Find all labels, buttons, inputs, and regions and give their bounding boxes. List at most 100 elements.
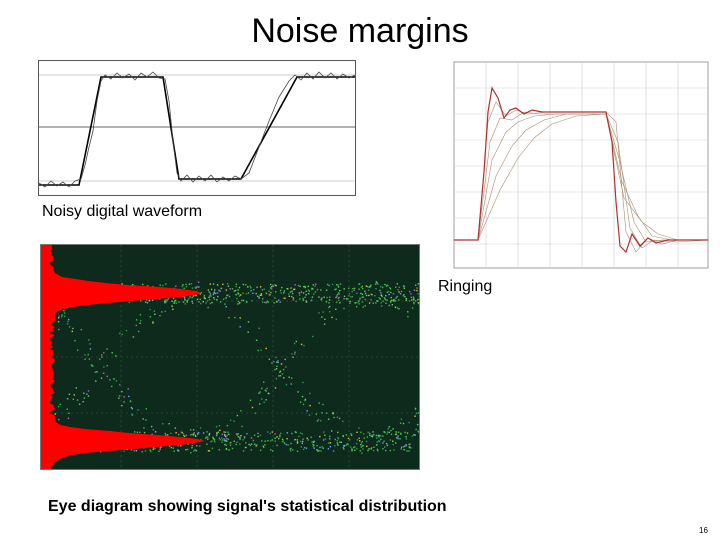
eye-sample-point [283, 290, 286, 292]
eye-sample-point [292, 356, 294, 358]
eye-sample-point [209, 295, 211, 297]
eye-sample-point [384, 298, 386, 300]
eye-sample-point [283, 442, 286, 444]
eye-sample-point [335, 308, 337, 310]
eye-sample-point [275, 284, 277, 287]
eye-sample-point [385, 285, 388, 287]
eye-sample-point [245, 446, 247, 449]
eye-sample-point [284, 297, 286, 299]
eye-sample-point [366, 285, 369, 288]
eye-sample-point [322, 311, 324, 313]
eye-sample-point [263, 446, 265, 448]
eye-sample-point [400, 290, 403, 293]
eye-sample-point [369, 434, 371, 436]
eye-sample-point [229, 444, 232, 447]
eye-sample-point [281, 286, 283, 289]
eye-sample-point [242, 283, 245, 286]
eye-sample-point [411, 307, 414, 309]
eye-sample-point [342, 446, 344, 449]
eye-sample-point [343, 307, 345, 310]
eye-sample-point [240, 410, 242, 412]
eye-sample-point [241, 299, 243, 302]
eye-sample-point [383, 297, 386, 299]
eye-sample-point [311, 288, 313, 291]
page-number: 16 [699, 526, 708, 535]
eye-sample-point [159, 298, 161, 300]
eye-sample-point [307, 289, 310, 291]
eye-sample-point [106, 348, 108, 350]
eye-sample-point [412, 296, 415, 298]
eye-sample-point [322, 403, 324, 406]
eye-sample-point [360, 431, 362, 433]
eye-sample-point [351, 434, 353, 436]
eye-sample-point [154, 313, 156, 315]
eye-sample-point [291, 432, 293, 435]
eye-sample-point [302, 440, 304, 443]
eye-sample-point [250, 443, 253, 445]
eye-sample-point [380, 294, 382, 296]
eye-sample-point [298, 292, 300, 294]
eye-sample-point [273, 302, 275, 304]
eye-sample-point [168, 445, 171, 448]
eye-sample-point [363, 437, 365, 439]
eye-sample-point [208, 450, 211, 452]
eye-sample-point [128, 301, 130, 304]
eye-sample-point [250, 287, 252, 289]
eye-sample-point [329, 442, 332, 444]
eye-sample-point [188, 298, 190, 300]
eye-sample-point [406, 450, 408, 452]
eye-sample-point [305, 301, 308, 303]
eye-sample-point [384, 431, 386, 434]
eye-sample-point [383, 440, 385, 442]
eye-sample-point [180, 445, 182, 447]
eye-sample-point [195, 449, 197, 452]
eye-sample-point [374, 295, 376, 297]
eye-sample-point [152, 448, 154, 451]
eye-sample-point [67, 320, 69, 323]
eye-sample-point [264, 440, 266, 442]
eye-sample-point [364, 305, 366, 307]
eye-sample-point [276, 361, 278, 363]
eye-sample-point [198, 301, 200, 303]
eye-sample-point [361, 301, 364, 303]
eye-sample-point [263, 381, 265, 383]
eye-sample-point [123, 401, 125, 403]
eye-sample-point [325, 289, 328, 291]
eye-sample-point [216, 432, 218, 434]
eye-sample-point [220, 287, 223, 290]
eye-sample-point [337, 437, 340, 440]
eye-sample-point [235, 283, 237, 285]
eye-sample-point [240, 294, 242, 296]
eye-sample-point [391, 304, 393, 306]
eye-sample-point [185, 434, 188, 437]
eye-sample-point [253, 434, 256, 436]
eye-sample-point [195, 287, 197, 289]
eye-sample-point [345, 434, 347, 436]
eye-sample-point [249, 285, 251, 287]
eye-sample-point [76, 399, 79, 401]
eye-sample-point [338, 296, 340, 299]
eye-sample-point [304, 296, 306, 298]
eye-sample-point [389, 439, 392, 441]
eye-sample-point [164, 310, 166, 313]
eye-sample-point [415, 428, 417, 431]
eye-sample-point [261, 398, 263, 400]
eye-sample-point [92, 365, 94, 367]
eye-sample-point [370, 435, 372, 437]
eye-sample-point [288, 376, 290, 378]
eye-sample-point [415, 300, 417, 302]
eye-sample-point [404, 296, 406, 298]
eye-sample-point [221, 441, 223, 443]
eye-sample-point [190, 283, 193, 285]
eye-sample-point [413, 298, 415, 300]
eye-sample-point [270, 291, 272, 294]
eye-sample-point [225, 447, 228, 450]
eye-sample-point [337, 286, 340, 288]
eye-sample-point [225, 306, 227, 308]
eye-sample-point [196, 432, 199, 435]
eye-sample-point [199, 445, 201, 447]
eye-sample-point [305, 300, 307, 302]
eye-sample-point [212, 436, 214, 439]
eye-sample-point [417, 423, 419, 426]
eye-sample-point [358, 303, 360, 305]
